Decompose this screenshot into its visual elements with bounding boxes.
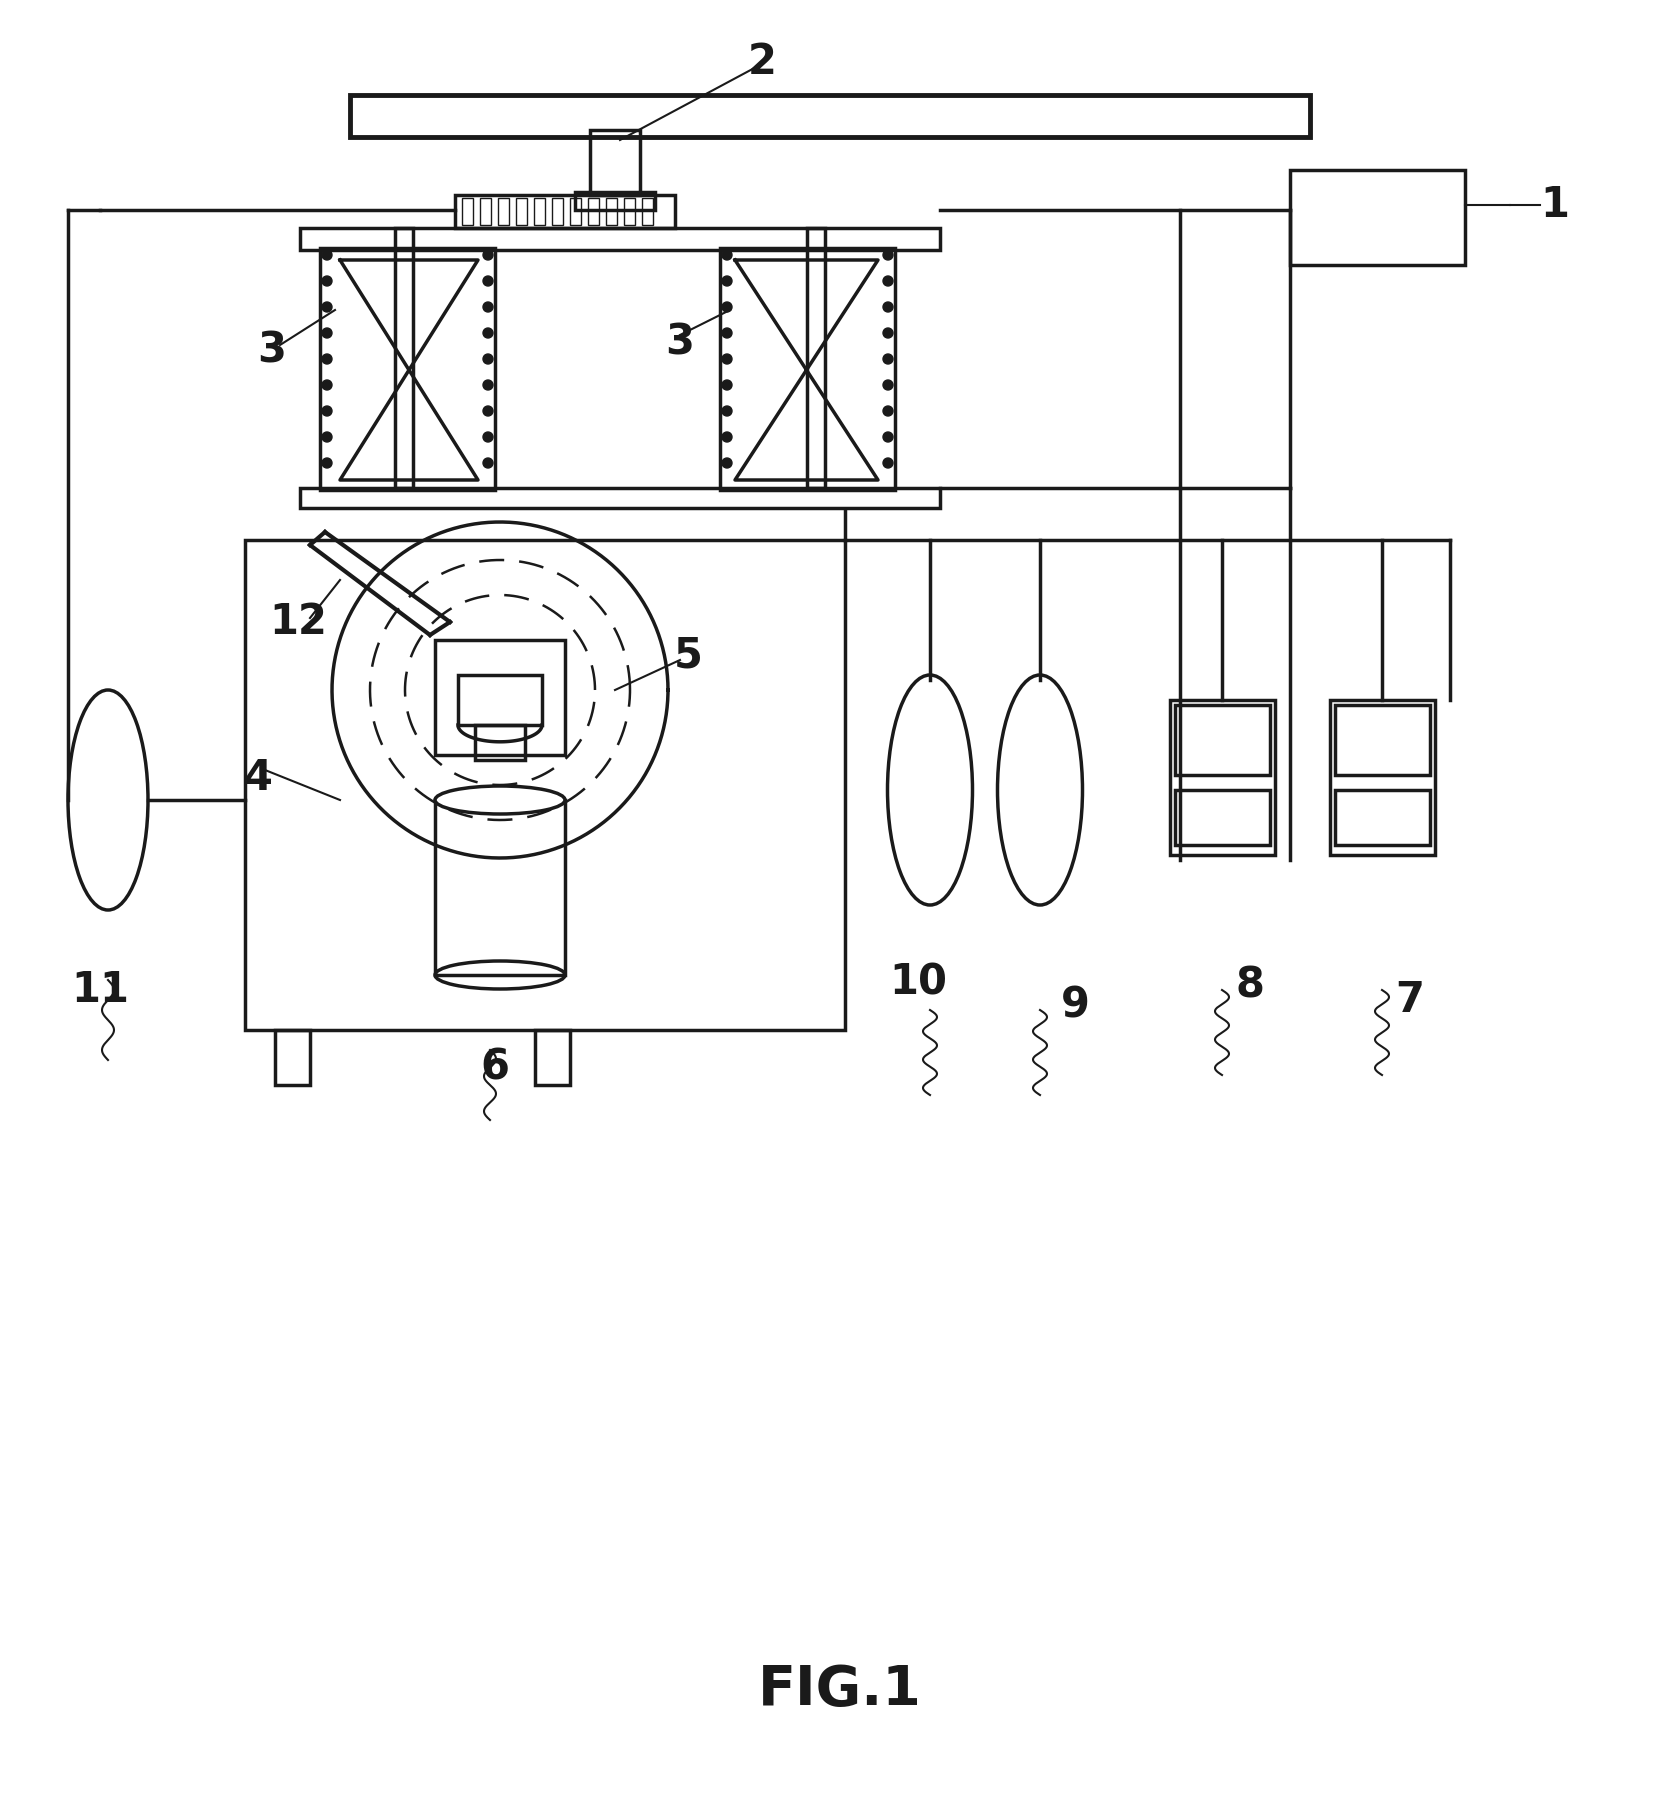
Circle shape xyxy=(484,329,492,338)
Circle shape xyxy=(722,302,732,313)
Bar xyxy=(462,198,474,225)
Bar xyxy=(455,194,675,227)
Bar xyxy=(245,540,845,1030)
Circle shape xyxy=(722,405,732,416)
Bar xyxy=(1174,790,1270,845)
Circle shape xyxy=(323,302,333,313)
Circle shape xyxy=(884,302,894,313)
Bar xyxy=(553,198,563,225)
Circle shape xyxy=(323,458,333,469)
Circle shape xyxy=(484,432,492,442)
Bar xyxy=(1336,705,1430,776)
Circle shape xyxy=(484,380,492,391)
Bar xyxy=(534,198,544,225)
Text: 10: 10 xyxy=(889,961,948,1003)
Bar xyxy=(1174,705,1270,776)
Bar xyxy=(475,725,526,760)
Circle shape xyxy=(323,251,333,260)
Ellipse shape xyxy=(435,787,564,814)
Bar xyxy=(588,198,600,225)
Bar xyxy=(721,247,895,491)
Circle shape xyxy=(323,380,333,391)
Bar xyxy=(623,198,635,225)
Circle shape xyxy=(722,432,732,442)
Text: 12: 12 xyxy=(269,601,328,643)
Bar xyxy=(806,227,825,489)
Text: 1: 1 xyxy=(1541,184,1569,225)
Circle shape xyxy=(323,329,333,338)
Bar xyxy=(497,198,509,225)
Circle shape xyxy=(884,354,894,363)
Circle shape xyxy=(323,405,333,416)
Bar xyxy=(276,1030,311,1085)
Circle shape xyxy=(884,380,894,391)
Circle shape xyxy=(722,354,732,363)
Circle shape xyxy=(484,458,492,469)
Bar xyxy=(1331,700,1435,856)
Text: 8: 8 xyxy=(1235,965,1265,1007)
Text: 4: 4 xyxy=(244,758,272,799)
Bar xyxy=(301,489,941,509)
Text: 3: 3 xyxy=(665,322,694,363)
Circle shape xyxy=(884,276,894,285)
Bar xyxy=(319,247,496,491)
Circle shape xyxy=(484,302,492,313)
Bar xyxy=(1336,790,1430,845)
Text: FIG.1: FIG.1 xyxy=(758,1663,922,1717)
Circle shape xyxy=(722,276,732,285)
Bar xyxy=(459,674,543,725)
Bar xyxy=(480,198,491,225)
Circle shape xyxy=(323,354,333,363)
Bar xyxy=(570,198,581,225)
Text: 6: 6 xyxy=(480,1047,509,1088)
Bar xyxy=(590,131,640,194)
Text: 3: 3 xyxy=(257,329,287,371)
Circle shape xyxy=(484,405,492,416)
Circle shape xyxy=(722,251,732,260)
Circle shape xyxy=(884,432,894,442)
Text: 9: 9 xyxy=(1060,985,1089,1027)
Bar xyxy=(1169,700,1275,856)
Text: 11: 11 xyxy=(71,968,129,1010)
Bar xyxy=(642,198,654,225)
Circle shape xyxy=(722,458,732,469)
Circle shape xyxy=(484,251,492,260)
Circle shape xyxy=(884,329,894,338)
Text: 5: 5 xyxy=(674,634,702,676)
Circle shape xyxy=(722,329,732,338)
Circle shape xyxy=(484,276,492,285)
Bar xyxy=(606,198,617,225)
Circle shape xyxy=(484,354,492,363)
Circle shape xyxy=(323,432,333,442)
Bar xyxy=(301,227,941,251)
Bar xyxy=(435,799,564,976)
Bar xyxy=(1290,171,1465,265)
Bar xyxy=(349,94,1310,136)
Bar xyxy=(435,640,564,756)
Text: 2: 2 xyxy=(748,42,776,84)
Bar xyxy=(575,193,655,211)
Text: 7: 7 xyxy=(1396,979,1425,1021)
Circle shape xyxy=(884,458,894,469)
Circle shape xyxy=(884,251,894,260)
Bar xyxy=(395,227,413,489)
Bar xyxy=(516,198,528,225)
Circle shape xyxy=(323,276,333,285)
Circle shape xyxy=(884,405,894,416)
Circle shape xyxy=(722,380,732,391)
Bar xyxy=(534,1030,570,1085)
